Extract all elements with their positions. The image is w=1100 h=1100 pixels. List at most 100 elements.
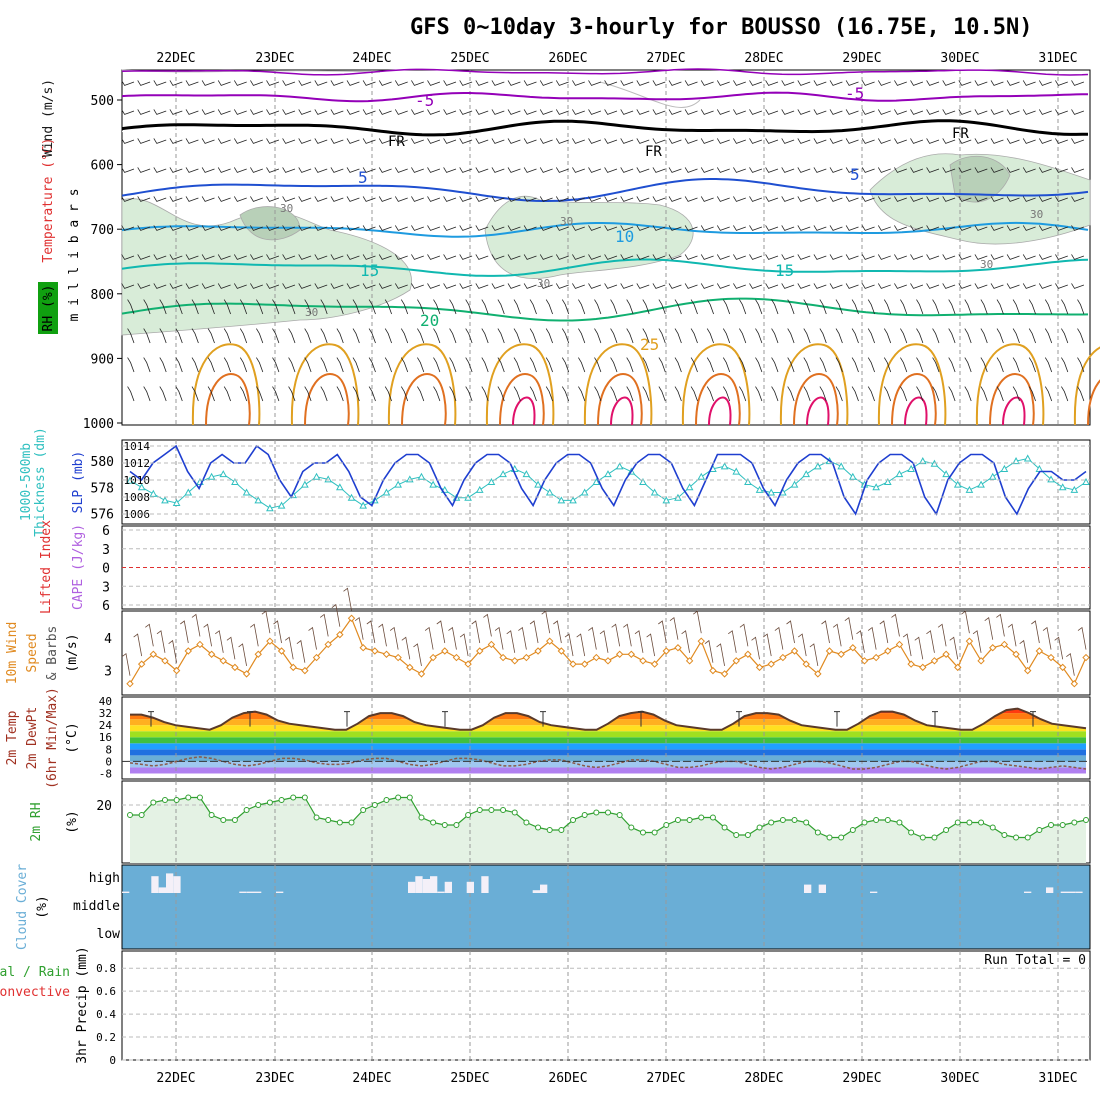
wind-barb: [298, 138, 312, 144]
wind-barb: [948, 328, 956, 344]
wind-barb: [797, 225, 811, 231]
cloud-high-bar: [246, 891, 254, 893]
wind-barb: [572, 225, 585, 231]
thickness-marker: [207, 472, 216, 480]
wind-barb: [990, 225, 1004, 231]
wind-barb: [932, 328, 940, 344]
wind-barb-10m: [448, 626, 457, 650]
wind-barb: [153, 138, 167, 144]
wind-barb: [1044, 328, 1053, 344]
wind-barb: [910, 283, 924, 289]
wind-barb: [668, 254, 682, 260]
cape-axis-label: CAPE (J/kg): [71, 524, 86, 610]
wind-barb: [845, 167, 859, 173]
wind-barb: [652, 138, 666, 144]
wind-barb: [159, 357, 167, 373]
wind-barb: [443, 196, 457, 202]
wind-barb: [239, 299, 248, 315]
wind-barb: [330, 254, 344, 260]
wind-barb: [175, 357, 183, 373]
wind-barb: [819, 328, 827, 344]
wind-barb: [990, 138, 1004, 144]
wind-barb: [555, 109, 569, 115]
minmax-bar: [442, 711, 448, 727]
wind-barb: [497, 386, 505, 402]
wind-barb: [250, 167, 263, 173]
cloud-high-bar: [1046, 887, 1054, 893]
wind-barb: [690, 357, 698, 373]
rh2m-tick-label: 20: [96, 799, 112, 814]
wind-barb: [298, 109, 312, 115]
wind-barb: [1071, 196, 1085, 202]
wind-barb: [185, 138, 199, 144]
wind-barb: [491, 167, 505, 173]
wind-barb: [411, 254, 424, 260]
wind-barb-10m: [436, 620, 446, 644]
temp-contour-30: [499, 373, 545, 426]
wind-speed-marker: [604, 657, 612, 665]
thickness-marker: [1058, 483, 1067, 491]
wind-barb-10m: [1031, 620, 1040, 644]
rh2m-marker: [558, 827, 565, 833]
wind-barb: [722, 357, 731, 373]
wind-barb: [642, 386, 650, 402]
thickness-marker: [953, 480, 962, 488]
wind-barb: [443, 167, 457, 173]
wind-barb: [298, 225, 312, 231]
thickness-marker: [231, 477, 239, 486]
wind-barb-10m: [786, 620, 795, 644]
wind-speed-marker: [767, 660, 775, 668]
rh2m-marker: [395, 794, 402, 801]
precip-tick-label: 0.4: [96, 1008, 116, 1021]
wind-barb: [572, 283, 585, 289]
thickness-marker: [732, 467, 741, 475]
temp2m-axis-label: 2m Temp: [5, 710, 20, 765]
wind-speed-marker: [627, 650, 636, 658]
wind-barb: [610, 357, 618, 373]
thickness-marker: [918, 457, 927, 465]
cloud-high-bar: [1068, 891, 1076, 893]
wind-barb: [443, 80, 457, 86]
rh2m-marker: [628, 824, 635, 831]
rh2m-marker: [360, 807, 367, 813]
wind-barb: [877, 283, 891, 289]
wind-barb-10m: [646, 633, 656, 657]
date-tick-bottom: 29DEC: [842, 1071, 881, 1086]
wind-barb: [765, 80, 779, 86]
temp-contour-m5: [121, 91, 1088, 103]
wind-barb: [346, 80, 360, 86]
wind-barb-10m: [296, 639, 306, 663]
wind-barb: [169, 283, 183, 289]
rh-axis-label: RH (%): [41, 285, 56, 332]
wind-barb-10m: [541, 610, 551, 634]
minmax-bar: [1030, 711, 1036, 727]
wind-barb: [336, 357, 344, 373]
wind-barb: [529, 357, 537, 373]
freezing-label: FR: [388, 134, 405, 150]
wind-barb: [861, 80, 875, 86]
wind-barb: [443, 283, 457, 289]
wind-speed-marker: [744, 650, 752, 658]
wind-barb: [1012, 357, 1020, 373]
wind-barb: [1071, 225, 1085, 231]
wind-barb: [207, 386, 215, 402]
wind-barb: [974, 254, 988, 260]
thickness-marker: [545, 488, 554, 496]
wind-barb: [272, 386, 280, 402]
wind-barb: [829, 254, 843, 260]
wind-speed-marker: [860, 657, 869, 665]
wind-barb: [572, 80, 585, 86]
wind-barb: [652, 80, 666, 86]
cloud-high-bar: [481, 876, 489, 893]
wind-barb: [716, 196, 730, 202]
wind-barb: [433, 357, 441, 373]
wind-barb-10m: [996, 613, 1005, 637]
wind-speed-marker: [406, 663, 414, 672]
wind-barb: [272, 328, 280, 344]
wind-barb: [217, 225, 231, 231]
wind-barb: [201, 138, 215, 144]
wind-barb: [684, 225, 698, 231]
wind-barb: [250, 109, 263, 115]
wind-barb: [910, 138, 924, 144]
wind-barb: [1055, 196, 1068, 202]
